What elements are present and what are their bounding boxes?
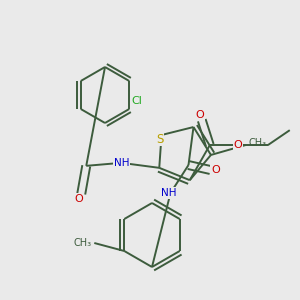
Text: O: O — [211, 165, 220, 175]
Text: NH: NH — [161, 188, 176, 198]
Text: Cl: Cl — [132, 96, 143, 106]
Text: CH₃: CH₃ — [249, 138, 267, 148]
Text: S: S — [156, 133, 163, 146]
Text: NH: NH — [113, 158, 129, 168]
Text: O: O — [233, 140, 242, 150]
Text: O: O — [195, 110, 204, 120]
Text: CH₃: CH₃ — [73, 238, 91, 248]
Text: O: O — [74, 194, 82, 204]
